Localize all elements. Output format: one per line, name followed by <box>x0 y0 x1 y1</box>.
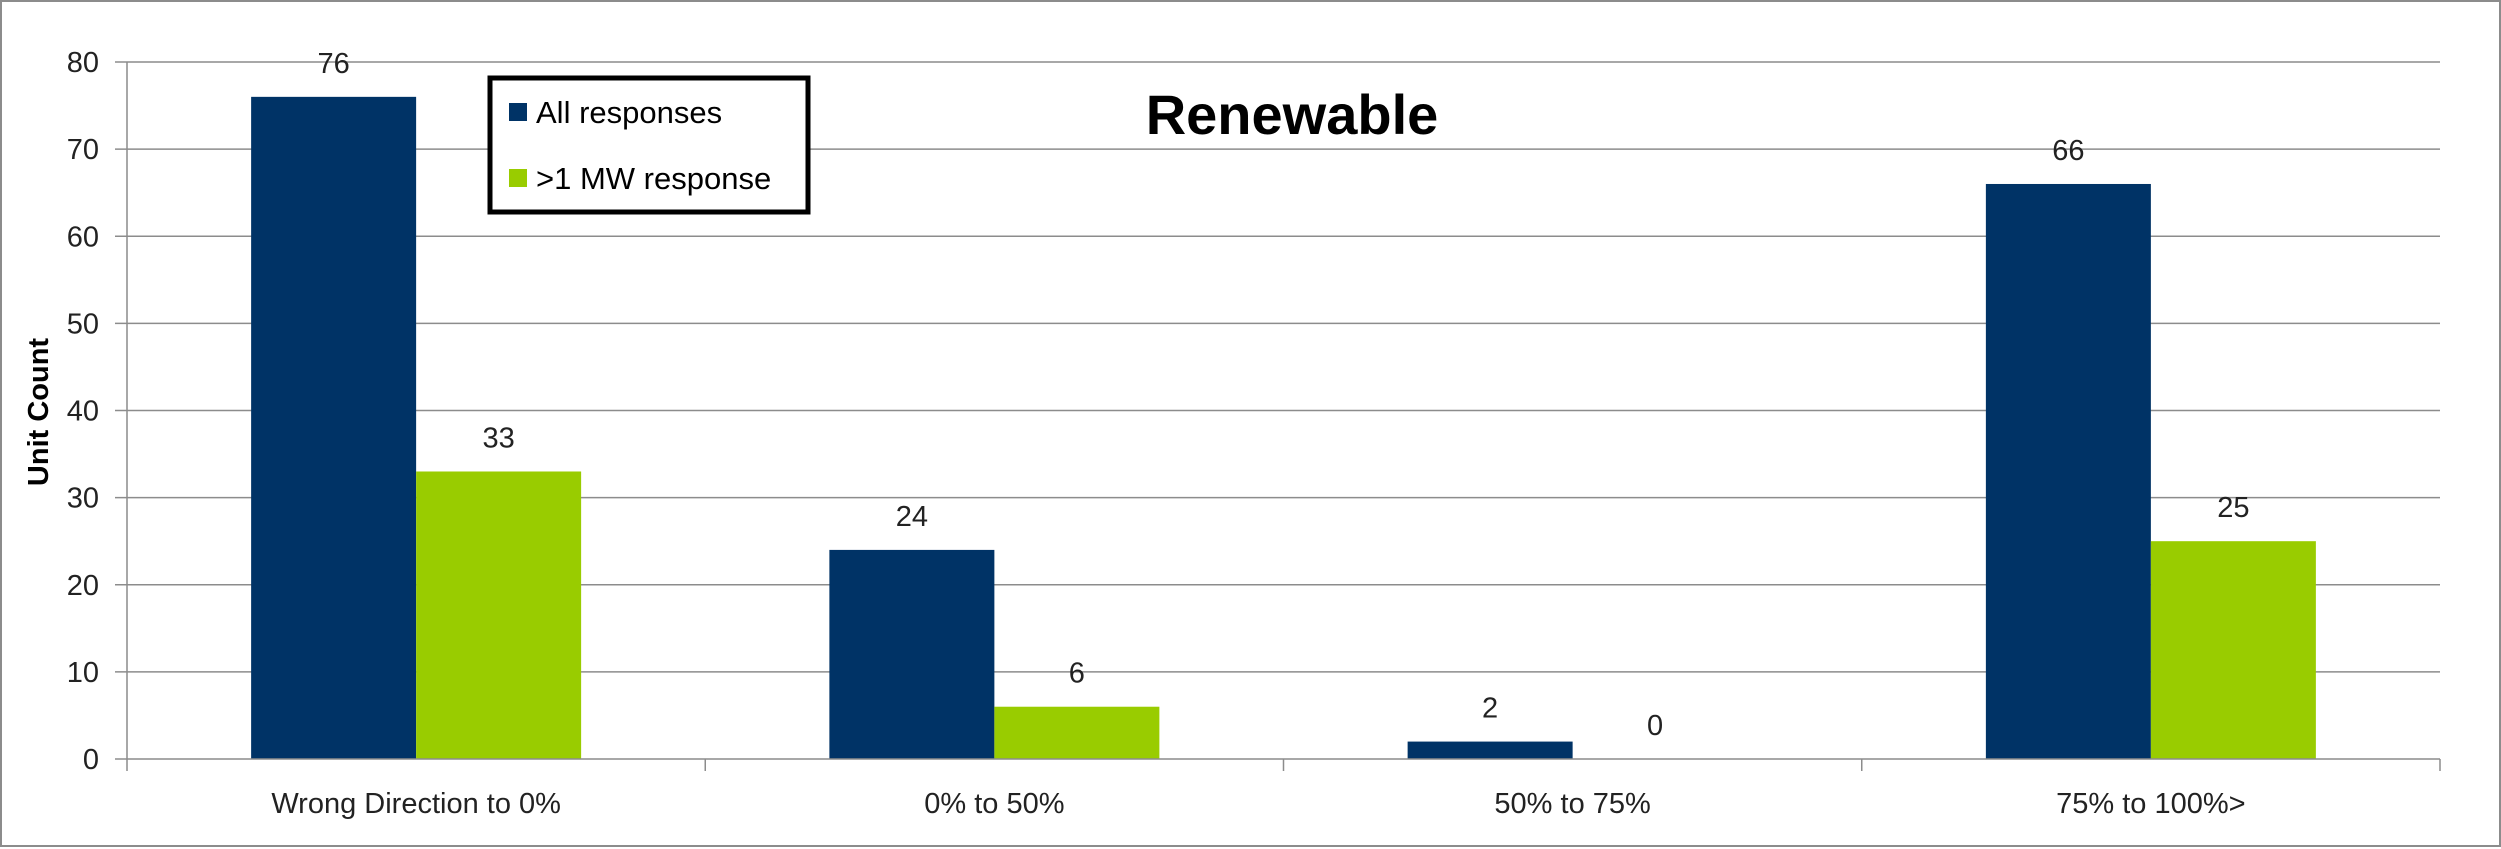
y-tick-label: 60 <box>67 221 99 253</box>
data-label: 2 <box>1482 693 1498 725</box>
x-tick-label: 0% to 50% <box>924 788 1064 820</box>
y-tick-label: 30 <box>67 483 99 515</box>
y-tick-label: 80 <box>67 47 99 79</box>
legend-label-all-responses: All responses <box>536 95 722 130</box>
y-tick-label: 0 <box>83 744 99 776</box>
legend-swatch-all-responses <box>509 103 527 121</box>
legend-label-1mw-response: >1 MW response <box>536 161 771 196</box>
bars <box>251 96 2316 760</box>
data-label: 76 <box>317 48 349 80</box>
y-tick-label: 50 <box>67 308 99 340</box>
data-label: 6 <box>1069 658 1085 690</box>
y-tick-label: 20 <box>67 570 99 602</box>
data-label: 66 <box>2052 135 2084 167</box>
y-axis-title: Unit Count <box>23 338 55 487</box>
bar-all-responses <box>829 549 995 759</box>
bar-all-responses <box>1407 741 1573 759</box>
y-tick-label: 70 <box>67 134 99 166</box>
bar-1mw-response <box>2150 541 2316 759</box>
data-label: 0 <box>1647 710 1663 742</box>
bar-all-responses <box>1985 183 2151 760</box>
x-tick-label: Wrong Direction to 0% <box>271 788 561 820</box>
legend-box <box>487 75 811 215</box>
axes <box>115 61 2441 771</box>
chart-title: Renewable <box>1146 83 1439 146</box>
bar-1mw-response <box>994 706 1160 759</box>
bar-all-responses <box>251 96 417 760</box>
legend: All responses >1 MW response <box>487 75 811 215</box>
y-tick-label: 40 <box>67 396 99 428</box>
legend-swatch-1mw-response <box>509 169 527 187</box>
data-label: 24 <box>896 501 928 533</box>
x-tick-label: 75% to 100%> <box>2056 788 2245 820</box>
data-label: 25 <box>2217 492 2249 524</box>
x-tick-label: 50% to 75% <box>1494 788 1650 820</box>
bar-1mw-response <box>416 471 582 759</box>
y-tick-label: 10 <box>67 657 99 689</box>
data-label: 33 <box>482 422 514 454</box>
